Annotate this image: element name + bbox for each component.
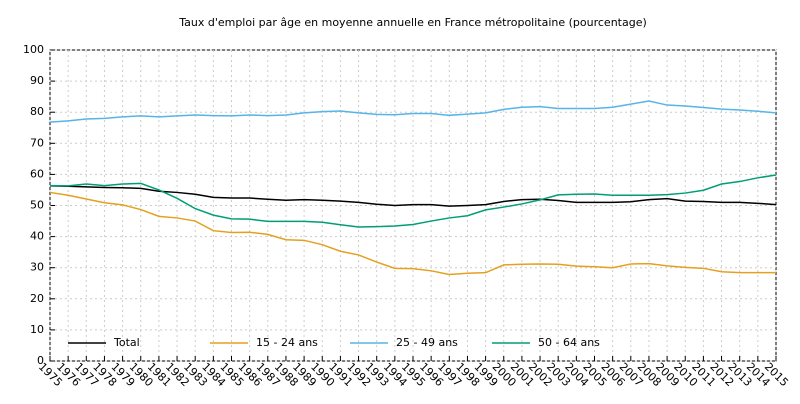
series-line [49,174,777,228]
y-tick-label: 10 [30,323,44,336]
y-tick-label: 20 [30,292,44,305]
legend-label: 15 - 24 ans [256,336,318,349]
y-tick-label: 100 [23,43,44,56]
series-line [49,185,777,207]
y-tick-label: 0 [37,354,44,367]
legend-label: 25 - 49 ans [396,336,458,349]
chart-title: Taux d'emploi par âge en moyenne annuell… [178,16,647,29]
series-line [49,100,777,123]
y-tick-label: 60 [30,167,44,180]
y-tick-label: 40 [30,230,44,243]
series-line [49,191,776,276]
y-tick-label: 50 [30,199,44,212]
y-tick-label: 30 [30,261,44,274]
y-tick-label: 70 [30,136,44,149]
legend-label: Total [113,336,140,349]
y-tick-label: 80 [30,105,44,118]
y-tick-label: 90 [30,74,44,87]
legend-label: 50 - 64 ans [538,336,600,349]
